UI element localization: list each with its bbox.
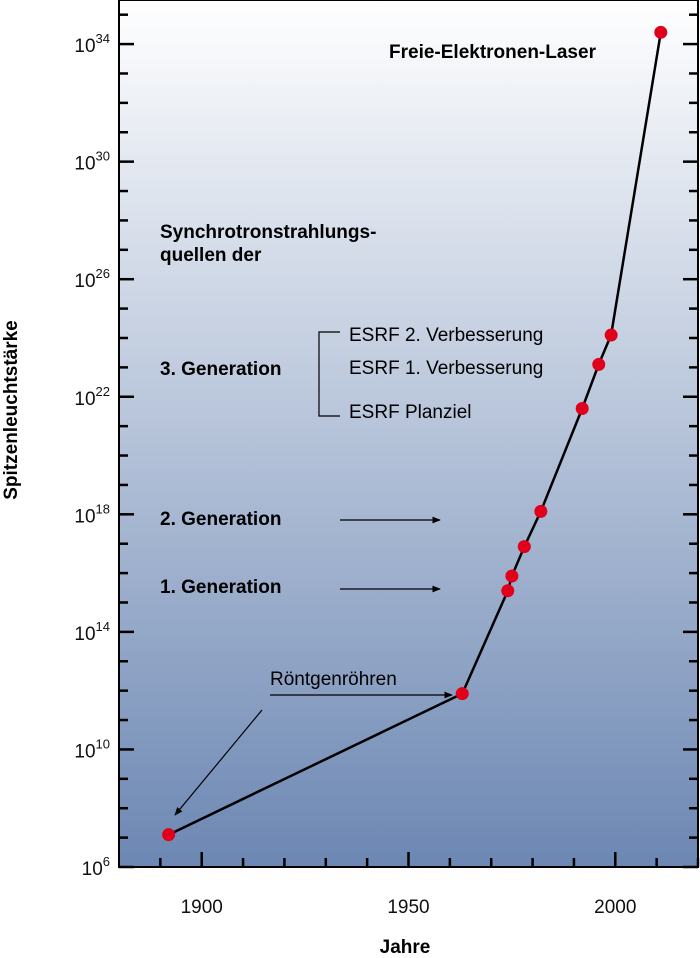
x-tick-label: 2000: [594, 897, 636, 918]
data-point: [654, 25, 668, 39]
y-tick-label: 1010: [74, 736, 110, 762]
annotation-esrf-improvement-1: ESRF 1. Verbesserung: [349, 358, 543, 379]
data-point: [517, 540, 531, 554]
annotation-xray-tubes: Röntgenröhren: [270, 669, 397, 690]
annotation-esrf-improvement-2: ESRF 2. Verbesserung: [349, 325, 543, 346]
plot-area: [118, 0, 699, 868]
y-tick-labels: 106 1010 1014 1018 1022 1026 1030 1034: [74, 31, 110, 880]
annotation-synchrotron-line2: quellen der: [160, 245, 262, 266]
data-point: [505, 569, 519, 583]
y-tick-label: 1030: [74, 149, 110, 175]
data-point: [534, 504, 548, 518]
x-tick-label: 1900: [181, 897, 223, 918]
y-tick-label: 1022: [74, 384, 110, 410]
annotation-esrf-target: ESRF Planziel: [349, 402, 472, 423]
series-line: [168, 32, 663, 836]
data-point: [604, 328, 618, 342]
data-point: [455, 687, 469, 701]
data-point: [162, 828, 176, 842]
data-point: [501, 584, 515, 598]
data-point: [575, 402, 589, 416]
y-axis-title: Spitzenleuchtstärke: [1, 320, 22, 500]
x-axis-title: Jahre: [380, 937, 431, 958]
y-tick-label: 1034: [74, 31, 110, 57]
annotation-generation-3: 3. Generation: [160, 359, 281, 380]
y-tick-label: 106: [82, 854, 110, 880]
axis-ticks: [119, 13, 700, 869]
annotation-generation-1: 1. Generation: [160, 577, 281, 598]
x-tick-labels: 1900 1950 2000: [181, 897, 637, 918]
series-group: [162, 25, 668, 842]
xray-tubes-arrow-down: [174, 709, 263, 816]
y-tick-label: 1018: [74, 501, 110, 527]
annotation-generation-2: 2. Generation: [160, 509, 281, 530]
x-tick-label: 1950: [387, 897, 429, 918]
y-tick-label: 1026: [74, 266, 110, 292]
annotation-free-electron-laser: Freie-Elektronen-Laser: [389, 42, 597, 63]
y-tick-label: 1014: [74, 619, 110, 645]
data-point: [592, 357, 606, 371]
annotation-synchrotron-line1: Synchrotronstrahlungs-: [160, 222, 376, 243]
generation-3-bracket: [318, 331, 340, 417]
